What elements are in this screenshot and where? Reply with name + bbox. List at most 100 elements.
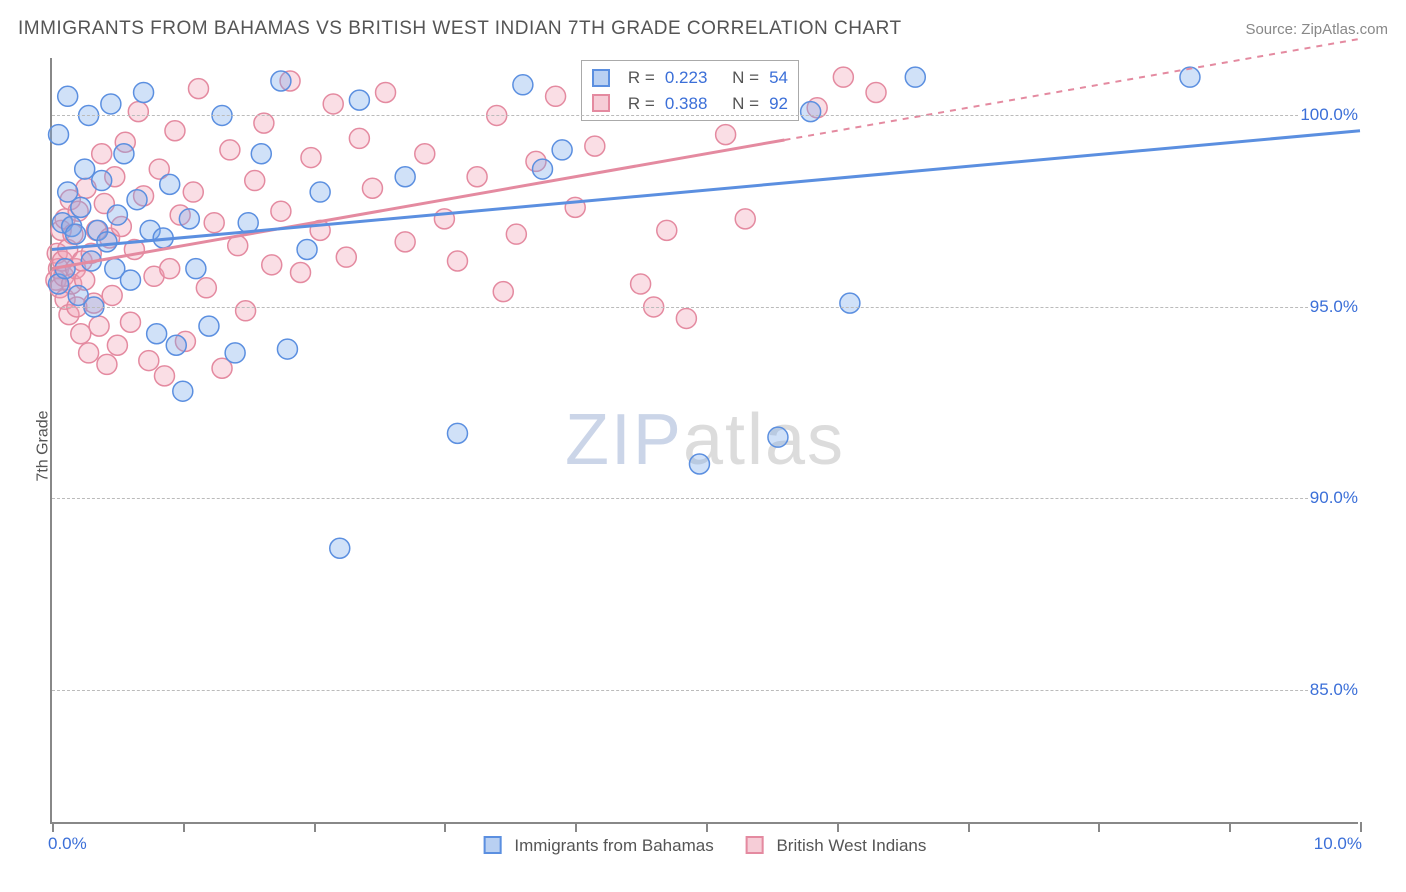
data-point — [506, 224, 526, 244]
x-tick — [706, 822, 708, 832]
stat-n-bwi: 92 — [769, 91, 788, 117]
data-point — [120, 270, 140, 290]
chart-title: IMMIGRANTS FROM BAHAMAS VS BRITISH WEST … — [18, 18, 902, 40]
data-point — [310, 182, 330, 202]
data-point — [160, 174, 180, 194]
data-point — [97, 232, 117, 252]
legend-swatch-bahamas — [484, 836, 502, 854]
data-point — [139, 351, 159, 371]
stat-n-prefix: N = — [732, 65, 759, 91]
x-tick — [314, 822, 316, 832]
data-point — [395, 232, 415, 252]
data-point — [336, 247, 356, 267]
data-point — [801, 102, 821, 122]
data-point — [349, 128, 369, 148]
data-point — [92, 171, 112, 191]
data-point — [447, 423, 467, 443]
data-point — [183, 182, 203, 202]
x-tick — [837, 822, 839, 832]
data-point — [546, 86, 566, 106]
data-point — [127, 190, 147, 210]
gridline — [52, 307, 1358, 308]
data-point — [236, 301, 256, 321]
bottom-legend: Immigrants from Bahamas British West Ind… — [484, 836, 927, 856]
data-point — [513, 75, 533, 95]
stat-legend-row-bahamas: R = 0.223 N = 54 — [592, 65, 788, 91]
data-point — [840, 293, 860, 313]
gridline — [52, 690, 1358, 691]
data-point — [631, 274, 651, 294]
source-label: Source: ZipAtlas.com — [1245, 21, 1388, 38]
data-point — [92, 144, 112, 164]
data-point — [291, 262, 311, 282]
stat-legend: R = 0.223 N = 54 R = 0.388 N = 92 — [581, 60, 799, 121]
trend-line — [52, 131, 1360, 250]
data-point — [245, 171, 265, 191]
data-point — [467, 167, 487, 187]
data-point — [362, 178, 382, 198]
data-point — [376, 82, 396, 102]
stat-r-bahamas: 0.223 — [665, 65, 708, 91]
data-point — [102, 285, 122, 305]
data-point — [107, 205, 127, 225]
stat-r-prefix: R = — [628, 65, 655, 91]
stat-n-bahamas: 54 — [769, 65, 788, 91]
data-point — [220, 140, 240, 160]
data-point — [71, 324, 91, 344]
data-point — [689, 454, 709, 474]
data-point — [349, 90, 369, 110]
data-point — [49, 125, 69, 145]
data-point — [179, 209, 199, 229]
data-point — [101, 94, 121, 114]
data-point — [147, 324, 167, 344]
stat-swatch-bahamas — [592, 69, 610, 87]
data-point — [173, 381, 193, 401]
data-point — [301, 148, 321, 168]
legend-item-bahamas: Immigrants from Bahamas — [484, 836, 714, 856]
data-point — [186, 259, 206, 279]
stat-legend-row-bwi: R = 0.388 N = 92 — [592, 91, 788, 117]
data-point — [199, 316, 219, 336]
stat-r-bwi: 0.388 — [665, 91, 708, 117]
data-point — [58, 86, 78, 106]
data-point — [204, 213, 224, 233]
x-tick — [52, 822, 54, 832]
data-point — [271, 201, 291, 221]
data-point — [552, 140, 572, 160]
data-point — [160, 259, 180, 279]
data-point — [188, 79, 208, 99]
data-point — [71, 197, 91, 217]
data-point — [165, 121, 185, 141]
x-tick — [575, 822, 577, 832]
x-tick — [968, 822, 970, 832]
data-point — [833, 67, 853, 87]
data-point — [330, 538, 350, 558]
legend-swatch-bwi — [746, 836, 764, 854]
x-axis-label-end: 10.0% — [1314, 834, 1362, 854]
data-point — [262, 255, 282, 275]
data-point — [154, 366, 174, 386]
data-point — [447, 251, 467, 271]
chart-plot-area: ZIPatlas 0.0% 10.0% Immigrants from Baha… — [50, 58, 1358, 824]
data-point — [166, 335, 186, 355]
y-tick-label: 85.0% — [1308, 680, 1360, 700]
data-point — [79, 343, 99, 363]
data-point — [657, 220, 677, 240]
data-point — [415, 144, 435, 164]
legend-label-bahamas: Immigrants from Bahamas — [514, 836, 713, 855]
data-point — [1180, 67, 1200, 87]
x-tick — [444, 822, 446, 832]
data-point — [271, 71, 291, 91]
x-tick — [1229, 822, 1231, 832]
data-point — [676, 308, 696, 328]
data-point — [251, 144, 271, 164]
data-point — [128, 102, 148, 122]
data-point — [768, 427, 788, 447]
data-point — [114, 144, 134, 164]
chart-svg — [52, 58, 1360, 824]
data-point — [866, 82, 886, 102]
x-axis-label-start: 0.0% — [48, 834, 87, 854]
data-point — [533, 159, 553, 179]
data-point — [134, 82, 154, 102]
data-point — [107, 335, 127, 355]
